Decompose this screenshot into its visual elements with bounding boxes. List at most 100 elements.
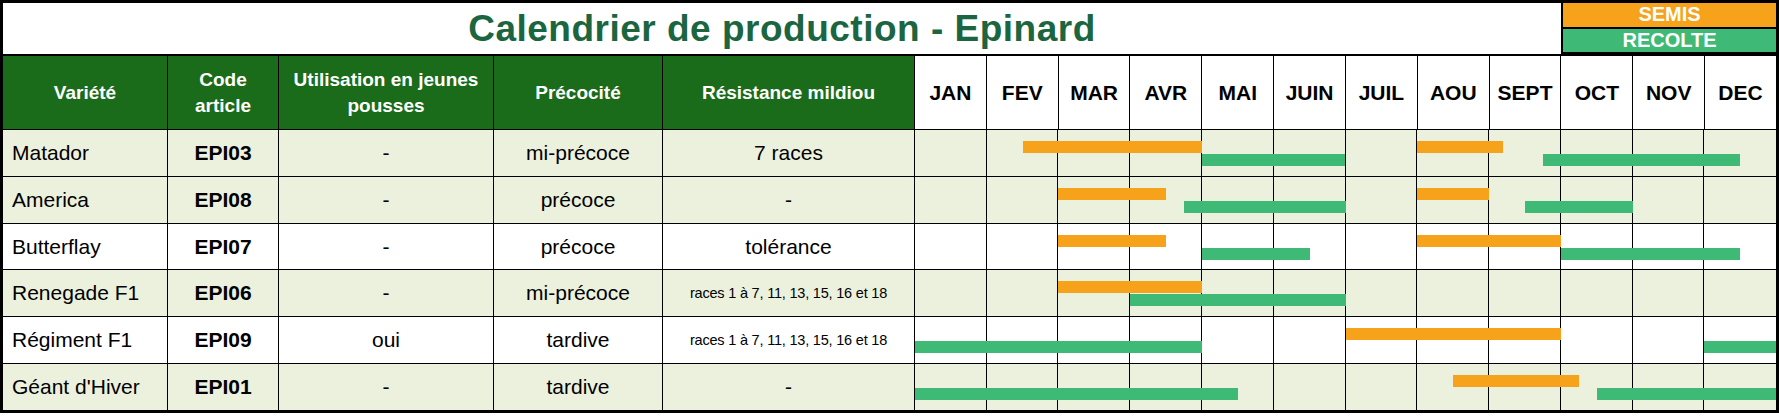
month-gridline — [1632, 224, 1633, 270]
month-gridline — [1560, 177, 1561, 223]
month-gridline — [1273, 130, 1274, 176]
month-gridline — [1632, 177, 1633, 223]
gantt-area — [915, 364, 1776, 410]
column-header-resistance-mildiou: Résistance mildiou — [663, 56, 915, 129]
month-header-juil: JUIL — [1346, 56, 1418, 129]
gantt-area — [915, 224, 1776, 270]
semis-bar — [1346, 328, 1561, 340]
resistance-mildiou-cell: races 1 à 7, 11, 13, 15, 16 et 18 — [663, 317, 915, 363]
month-gridline — [1416, 364, 1417, 410]
month-header-avr: AVR — [1130, 56, 1202, 129]
precocite-cell: tardive — [494, 364, 663, 410]
gantt-area — [915, 130, 1776, 176]
column-header-code-article: Code article — [168, 56, 279, 129]
top-band: Calendrier de production - Epinard SEMIS… — [3, 3, 1776, 54]
column-header-variete: Variété — [3, 56, 168, 129]
month-gridline — [1129, 317, 1130, 363]
semis-bar — [1417, 188, 1489, 200]
recolte-bar — [1543, 154, 1740, 166]
month-gridline — [1201, 177, 1202, 223]
month-gridline — [986, 317, 987, 363]
month-gridline — [1273, 224, 1274, 270]
resistance-mildiou-cell: races 1 à 7, 11, 13, 15, 16 et 18 — [663, 270, 915, 316]
precocite-cell: précoce — [494, 224, 663, 270]
month-gridline — [1273, 177, 1274, 223]
recolte-bar — [1130, 294, 1345, 306]
code-article-cell: EPI06 — [168, 270, 279, 316]
month-gridline — [1057, 364, 1058, 410]
jeunes-pousses-cell: - — [279, 130, 494, 176]
month-header-fev: FEV — [987, 56, 1059, 129]
month-header-dec: DEC — [1705, 56, 1776, 129]
month-gridline — [986, 364, 987, 410]
month-gridline — [1201, 364, 1202, 410]
month-header-mar: MAR — [1059, 56, 1131, 129]
month-gridline — [1057, 317, 1058, 363]
month-gridline — [1345, 224, 1346, 270]
page-title: Calendrier de production - Epinard — [3, 3, 1561, 54]
precocite-cell: mi-précoce — [494, 130, 663, 176]
month-header-nov: NOV — [1633, 56, 1705, 129]
recolte-bar — [1597, 388, 1776, 400]
month-gridline — [1560, 270, 1561, 316]
recolte-bar — [915, 341, 1202, 353]
semis-bar — [1058, 235, 1166, 247]
legend: SEMIS RECOLTE — [1561, 3, 1776, 54]
precocite-cell: tardive — [494, 317, 663, 363]
month-gridline — [1345, 364, 1346, 410]
month-gridline — [986, 177, 987, 223]
gantt-area — [915, 317, 1776, 363]
semis-bar — [1058, 188, 1166, 200]
header-row: Variété Code article Utilisation en jeun… — [3, 54, 1776, 129]
code-article-cell: EPI03 — [168, 130, 279, 176]
recolte-bar — [1202, 248, 1310, 260]
table-row-renegade-f1: Renegade F1 EPI06 - mi-précoce races 1 à… — [3, 269, 1776, 316]
month-header-juin: JUIN — [1274, 56, 1346, 129]
month-gridline — [1345, 270, 1346, 316]
recolte-bar — [1704, 341, 1776, 353]
table-row-matador: Matador EPI03 - mi-précoce 7 races — [3, 129, 1776, 176]
jeunes-pousses-cell: - — [279, 364, 494, 410]
code-article-cell: EPI09 — [168, 317, 279, 363]
table-row-america: America EPI08 - précoce - — [3, 176, 1776, 223]
resistance-mildiou-cell: - — [663, 177, 915, 223]
recolte-bar — [1202, 154, 1345, 166]
production-calendar-page: Calendrier de production - Epinard SEMIS… — [0, 0, 1779, 418]
month-gridline — [1488, 270, 1489, 316]
jeunes-pousses-cell: - — [279, 270, 494, 316]
resistance-mildiou-cell: tolérance — [663, 224, 915, 270]
jeunes-pousses-cell: oui — [279, 317, 494, 363]
month-gridline — [1632, 364, 1633, 410]
semis-bar — [1058, 281, 1201, 293]
month-header-mai: MAI — [1202, 56, 1274, 129]
month-gridline — [1273, 270, 1274, 316]
jeunes-pousses-cell: - — [279, 177, 494, 223]
resistance-mildiou-cell: - — [663, 364, 915, 410]
variete-cell: Renegade F1 — [3, 270, 168, 316]
recolte-bar — [1561, 248, 1740, 260]
month-gridline — [1703, 177, 1704, 223]
table-row-regiment-f1: Régiment F1 EPI09 oui tardive races 1 à … — [3, 316, 1776, 363]
semis-bar — [1417, 235, 1560, 247]
variete-cell: Matador — [3, 130, 168, 176]
column-header-precocite: Précocité — [494, 56, 663, 129]
month-gridline — [1703, 224, 1704, 270]
table-row-geant-dhiver: Géant d'Hiver EPI01 - tardive - — [3, 363, 1776, 410]
recolte-bar — [1184, 201, 1345, 213]
month-gridline — [1129, 364, 1130, 410]
legend-recolte: RECOLTE — [1563, 29, 1776, 55]
resistance-mildiou-cell: 7 races — [663, 130, 915, 176]
month-gridline — [1560, 130, 1561, 176]
month-gridline — [1345, 130, 1346, 176]
precocite-cell: mi-précoce — [494, 270, 663, 316]
month-gridline — [986, 130, 987, 176]
month-gridline — [1632, 130, 1633, 176]
code-article-cell: EPI01 — [168, 364, 279, 410]
jeunes-pousses-cell: - — [279, 224, 494, 270]
table-row-butterflay: Butterflay EPI07 - précoce tolérance — [3, 223, 1776, 270]
semis-bar — [1023, 141, 1202, 153]
month-gridline — [1201, 317, 1202, 363]
month-gridline — [986, 270, 987, 316]
semis-bar — [1453, 375, 1579, 387]
variete-cell: Butterflay — [3, 224, 168, 270]
